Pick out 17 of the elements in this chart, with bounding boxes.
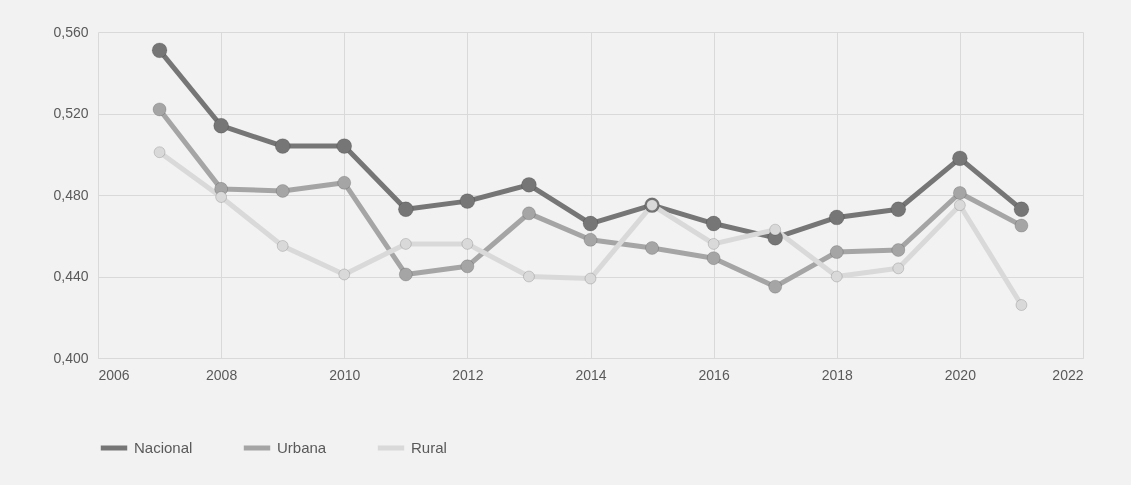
x-tick-label: 2016 [698,366,730,383]
x-tick-label: 2018 [821,366,854,383]
legend-label: Urbana [277,439,327,456]
x-tick-label: 2022 [1052,366,1084,383]
x-tick-label: 2012 [452,366,484,383]
x-tick-label: 2014 [575,366,607,383]
x-tick-label: 2020 [944,366,977,383]
y-tick-label: 0,560 [53,23,89,40]
y-tick-label: 0,400 [53,349,89,366]
y-tick-label: 0,520 [53,105,89,121]
legend-label: Rural [411,439,447,456]
x-tick-label: 2006 [98,366,130,383]
x-tick-label: 2008 [206,366,238,383]
y-tick-label: 0,440 [53,268,89,284]
y-tick-label: 0,480 [53,186,89,203]
x-tick-label: 2010 [329,366,361,383]
legend-label: Nacional [134,439,193,456]
